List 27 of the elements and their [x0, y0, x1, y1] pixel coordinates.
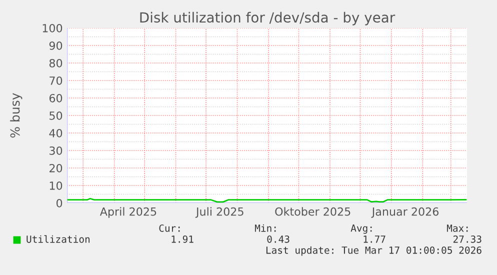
- text: Last update: Tue Mar 17 01:00:05 2026: [266, 246, 482, 256]
- y-tick-label: 20: [50, 164, 62, 172]
- text: 0.43: [267, 235, 290, 243]
- y-tick-label: 100: [42, 24, 62, 32]
- x-tick-label: April 2025: [100, 207, 156, 218]
- legend-label: Utilization: [26, 235, 90, 243]
- x-tick-label: Juli 2025: [195, 207, 244, 218]
- text: Min:: [254, 224, 276, 232]
- y-tick-label: 0: [56, 198, 62, 208]
- text: 1.77: [364, 236, 386, 243]
- y-tick-label: 40: [49, 128, 62, 138]
- text: Max:: [446, 224, 468, 232]
- y-axis-title: % busy: [10, 93, 22, 138]
- text: Cur:: [159, 224, 180, 232]
- y-tick-label: 80: [49, 58, 62, 68]
- text: 27.33: [453, 235, 482, 243]
- text: 1.91: [172, 235, 194, 243]
- y-tick-label: 70: [50, 76, 62, 85]
- chart-title: Disk utilization for /dev/sda - by year: [140, 12, 396, 26]
- y-tick-label: 50: [50, 111, 62, 120]
- y-tick-label: 60: [49, 94, 62, 102]
- y-tick-label: 30: [50, 146, 62, 155]
- y-tick-label: 10: [50, 181, 62, 190]
- text: Avg:: [350, 224, 372, 234]
- x-tick-label: Januar 2026: [371, 207, 439, 218]
- x-tick-label: Oktober 2025: [275, 207, 350, 216]
- y-tick-label: 90: [49, 41, 62, 50]
